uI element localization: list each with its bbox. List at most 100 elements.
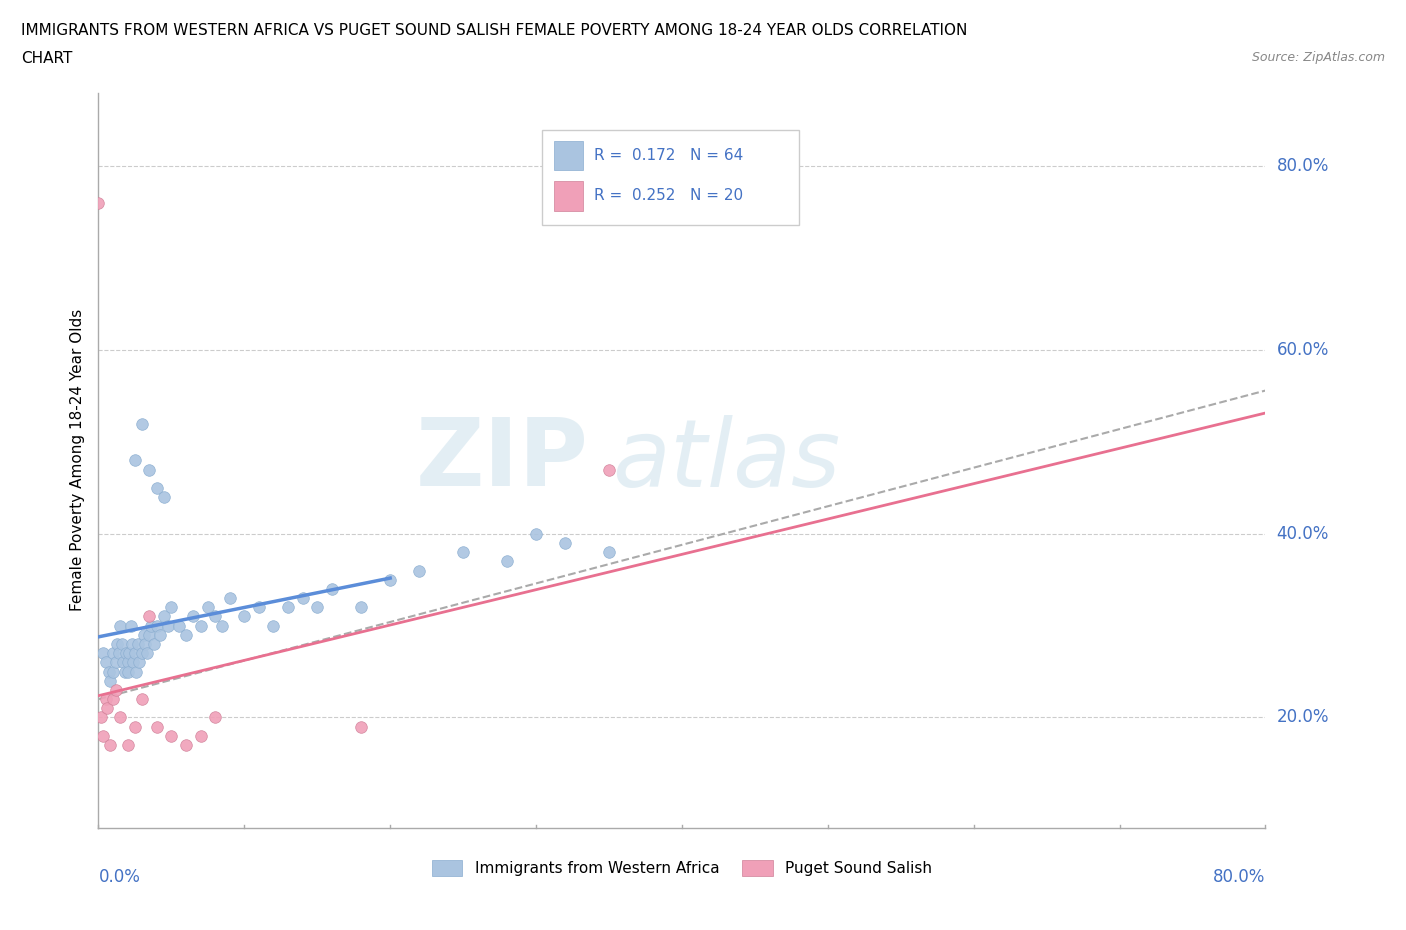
Point xyxy=(96,701,118,716)
Point xyxy=(110,618,132,633)
Point xyxy=(131,692,153,707)
Text: 40.0%: 40.0% xyxy=(1277,525,1329,543)
FancyBboxPatch shape xyxy=(554,140,582,170)
Point xyxy=(380,572,402,587)
Point xyxy=(277,600,299,615)
Point xyxy=(190,728,212,743)
Point xyxy=(117,655,139,670)
Point xyxy=(104,655,127,670)
Point xyxy=(118,645,141,660)
Point xyxy=(139,618,162,633)
Point xyxy=(350,600,373,615)
Point xyxy=(132,628,155,643)
Point xyxy=(211,618,233,633)
Text: CHART: CHART xyxy=(21,51,73,66)
Point xyxy=(135,645,157,660)
Point xyxy=(233,609,256,624)
Point xyxy=(104,683,127,698)
Point xyxy=(197,600,219,615)
Point xyxy=(350,719,373,734)
Text: ZIP: ZIP xyxy=(416,415,589,506)
Point xyxy=(111,636,134,651)
Point xyxy=(174,737,197,752)
Point xyxy=(91,645,114,660)
Point xyxy=(124,645,146,660)
Point xyxy=(128,655,150,670)
Point xyxy=(598,545,620,560)
Point xyxy=(157,618,180,633)
Point xyxy=(160,600,183,615)
Point xyxy=(146,481,169,496)
Point xyxy=(408,564,430,578)
Point xyxy=(117,737,139,752)
Point xyxy=(91,728,114,743)
Point xyxy=(153,489,176,504)
Point xyxy=(122,655,145,670)
Point xyxy=(121,636,143,651)
Point xyxy=(138,462,160,477)
Point xyxy=(181,609,204,624)
Text: IMMIGRANTS FROM WESTERN AFRICA VS PUGET SOUND SALISH FEMALE POVERTY AMONG 18-24 : IMMIGRANTS FROM WESTERN AFRICA VS PUGET … xyxy=(21,23,967,38)
Text: R =  0.172   N = 64: R = 0.172 N = 64 xyxy=(595,148,744,163)
Point xyxy=(131,417,153,432)
Point xyxy=(153,609,176,624)
Point xyxy=(160,728,183,743)
FancyBboxPatch shape xyxy=(541,130,799,225)
Point xyxy=(127,636,149,651)
Point xyxy=(598,462,620,477)
Point xyxy=(134,636,156,651)
Point xyxy=(524,526,547,541)
Point xyxy=(105,636,128,651)
Point xyxy=(146,719,169,734)
Point xyxy=(451,545,474,560)
Point xyxy=(218,591,240,605)
Text: 0.0%: 0.0% xyxy=(98,868,141,886)
Point xyxy=(125,664,148,679)
Point xyxy=(131,645,153,660)
Point xyxy=(94,692,117,707)
FancyBboxPatch shape xyxy=(554,181,582,210)
Point xyxy=(87,196,110,211)
Point xyxy=(101,692,124,707)
Point xyxy=(101,664,124,679)
Point xyxy=(247,600,270,615)
Point xyxy=(149,628,172,643)
Point xyxy=(142,636,165,651)
Point xyxy=(124,453,146,468)
Point xyxy=(138,628,160,643)
Point xyxy=(90,711,112,725)
Y-axis label: Female Poverty Among 18-24 Year Olds: Female Poverty Among 18-24 Year Olds xyxy=(69,309,84,612)
Point xyxy=(291,591,314,605)
Point xyxy=(117,664,139,679)
Point xyxy=(262,618,284,633)
Legend: Immigrants from Western Africa, Puget Sound Salish: Immigrants from Western Africa, Puget So… xyxy=(426,855,938,883)
Text: 60.0%: 60.0% xyxy=(1277,341,1329,359)
Point xyxy=(108,645,131,660)
Point xyxy=(496,554,519,569)
Text: 20.0%: 20.0% xyxy=(1277,709,1329,726)
Point xyxy=(120,618,142,633)
Point xyxy=(101,645,124,660)
Point xyxy=(321,581,343,596)
Text: R =  0.252   N = 20: R = 0.252 N = 20 xyxy=(595,189,744,204)
Point xyxy=(554,536,576,551)
Point xyxy=(190,618,212,633)
Text: 80.0%: 80.0% xyxy=(1213,868,1265,886)
Point xyxy=(138,609,160,624)
Point xyxy=(94,655,117,670)
Point xyxy=(98,673,121,688)
Point xyxy=(167,618,190,633)
Point xyxy=(174,628,197,643)
Text: 80.0%: 80.0% xyxy=(1277,157,1329,176)
Point xyxy=(204,711,226,725)
Point xyxy=(204,609,226,624)
Point xyxy=(110,711,132,725)
Point xyxy=(112,655,135,670)
Point xyxy=(114,664,136,679)
Point xyxy=(146,618,169,633)
Point xyxy=(307,600,329,615)
Point xyxy=(97,664,120,679)
Point xyxy=(115,645,138,660)
Text: Source: ZipAtlas.com: Source: ZipAtlas.com xyxy=(1251,51,1385,64)
Point xyxy=(124,719,146,734)
